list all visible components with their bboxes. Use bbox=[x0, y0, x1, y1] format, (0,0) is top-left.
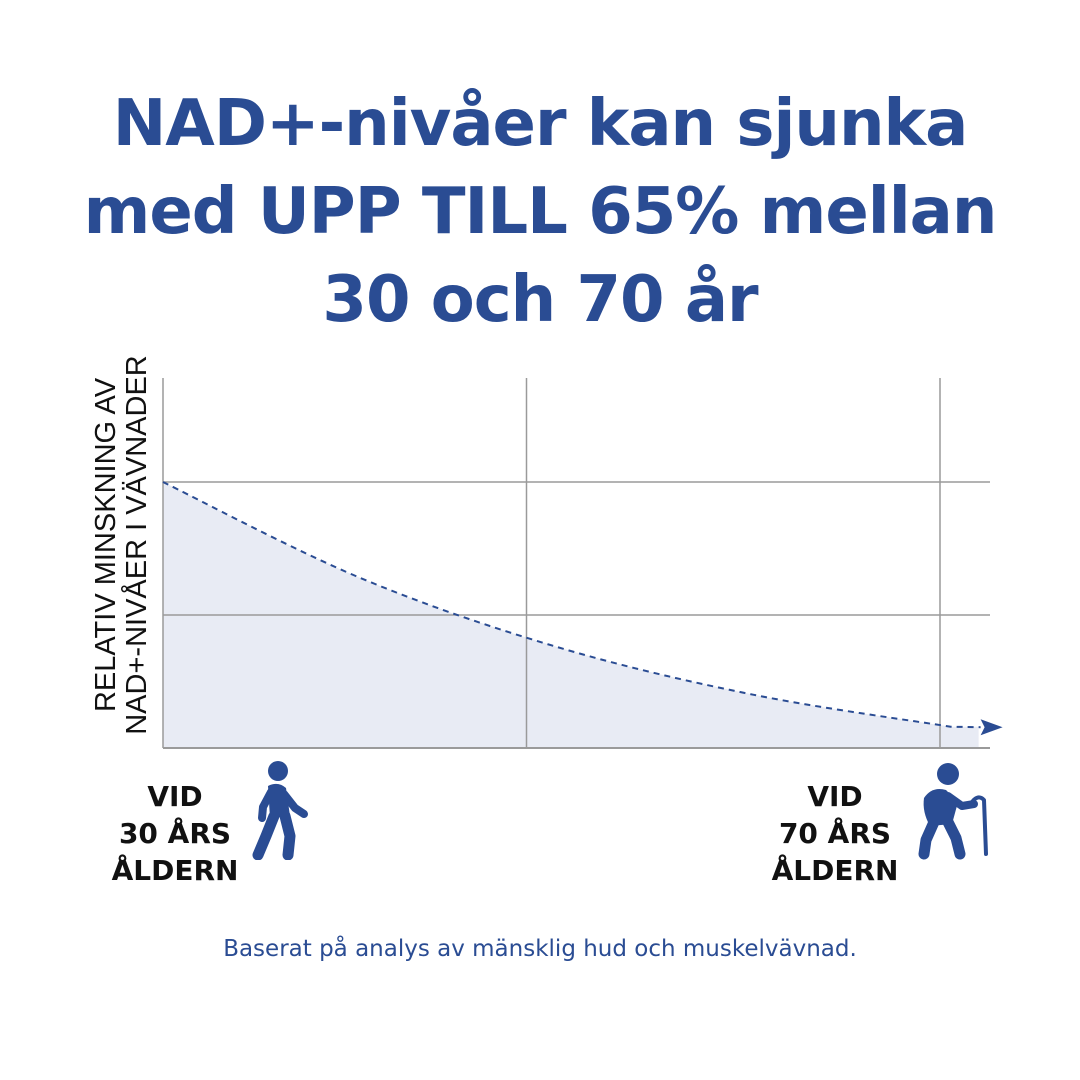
series-line bbox=[162, 481, 981, 729]
series-arrowhead bbox=[980, 719, 1003, 736]
x-label-30-line-2: 30 ÅRS bbox=[118, 817, 232, 850]
x-label-70-line-1: VID bbox=[807, 780, 863, 813]
x-label-70-line-2: 70 ÅRS bbox=[778, 817, 892, 850]
x-label-30-line-1: VID bbox=[147, 780, 203, 813]
elderly-person-with-cane-icon bbox=[918, 763, 988, 860]
footnote: Baserat på analys av mänsklig hud och mu… bbox=[223, 936, 857, 962]
title-line-1: NAD+-nivåer kan sjunka bbox=[112, 87, 969, 161]
x-label-30-line-3: ÅLDERN bbox=[111, 854, 239, 887]
x-category-label-30: VID 30 ÅRS ÅLDERN bbox=[100, 778, 250, 889]
chart-title: NAD+-nivåer kan sjunka med UPP TILL 65% … bbox=[40, 80, 1040, 344]
area-fill bbox=[163, 482, 979, 748]
title-line-2: med UPP TILL 65% mellan bbox=[83, 175, 998, 249]
x-category-label-70: VID 70 ÅRS ÅLDERN bbox=[760, 778, 910, 889]
x-label-70-line-3: ÅLDERN bbox=[771, 854, 899, 887]
walking-person-icon bbox=[252, 761, 308, 860]
title-line-3: 30 och 70 år bbox=[322, 263, 758, 337]
